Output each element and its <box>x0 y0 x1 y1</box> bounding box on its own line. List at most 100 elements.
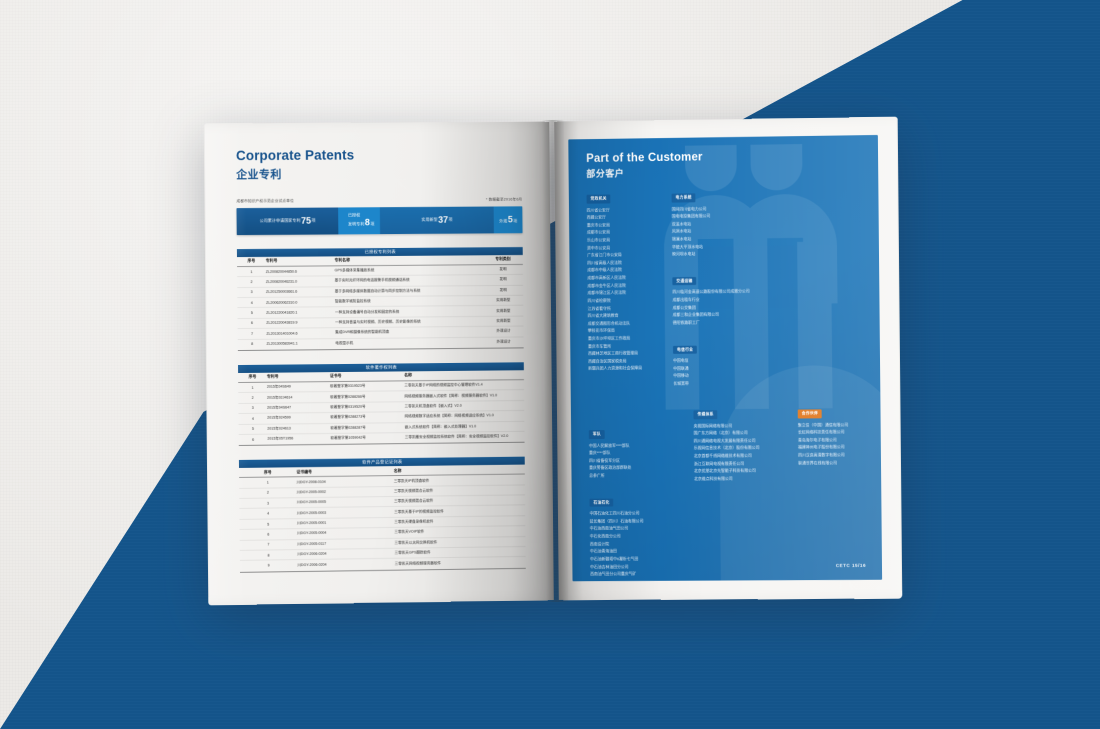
left-page-content: Corporate Patents 企业专利 成都市知识产权示范企业试点单位 *… <box>236 148 526 573</box>
table-cell: 软著登字第0319520号 <box>330 404 366 409</box>
table1-col-no: 序号 <box>247 258 256 264</box>
table-cell: 4 <box>251 416 254 421</box>
table-cell: 川DGY-2006-0204 <box>297 551 327 557</box>
table-cell: 软著登字第0288273号 <box>330 414 366 420</box>
table-cell: 8 <box>267 553 270 558</box>
table-cell: 三零凯天基于IP网络的视频监控中心管理软件V1.4 <box>404 382 483 388</box>
stat-utility-unit: 项 <box>448 217 453 223</box>
table-cell: 7 <box>251 331 254 336</box>
customer-list-item: 北京维点科技有限公司 <box>694 475 733 481</box>
right-page: Part of the Customer 部分客户 党政机关 四川省公安厅 西藏公安… <box>554 116 903 601</box>
customer-column-4: 传媒体系 央视国际网络有限公司 国广东方网络（北京）有限公司 四川通网络电视大发展有限… <box>693 402 803 494</box>
customer-list-item: 德阳铁路职工厂 <box>672 319 700 325</box>
stat-utility-value: 37 <box>438 215 449 226</box>
table-cell: 软著登字第0288287号 <box>330 425 366 430</box>
table-cell: 实用新型 <box>496 318 511 323</box>
note-left: 成都市知识产权示范企业试点单位 <box>236 198 294 203</box>
stat-total-value: 75 <box>300 215 312 227</box>
customer-list-item: 新疆兵团人力资源和社会保障局 <box>588 365 643 371</box>
table-cell: 外观设计 <box>496 328 511 334</box>
table-cell: ZL201301401004.6 <box>266 331 298 336</box>
table-cell: 2015年04S649 <box>266 384 291 389</box>
customer-column-1: 党政机关 四川省公安厅 西藏公安厅 重庆市公安局 成都市公安局 乐山市公安局 资中市公安局广… <box>586 186 667 384</box>
table-cell: 川DGY-2005-0005 <box>296 500 327 505</box>
table-cell: 三零凯天机顶盒软件【嵌入式】V2.0 <box>404 403 462 409</box>
table-cell: 发明 <box>499 287 507 292</box>
stat-utility-label: 实用新型 <box>421 217 438 223</box>
software-copyright-table: 软件著作权列表 序号 专利号 证书号 名称 1 2015年04S649 软著登字第0… <box>237 362 525 447</box>
table-cell: 发明 <box>499 267 507 272</box>
table-cell: 川DGY-2005-0117 <box>297 541 327 546</box>
customer-list-item: 西南油气田分公司重庆气矿 <box>590 571 637 577</box>
table2-col-name: 名称 <box>404 372 413 378</box>
table-cell: 6 <box>252 437 255 442</box>
note-right: * 数据截至2016年6月 <box>485 197 523 202</box>
customer-list-item: 总参广所 <box>589 472 605 478</box>
note-row: 成都市知识产权示范企业试点单位 * 数据截至2016年6月 <box>236 197 522 204</box>
table-cell: 基于多网络多媒体数据自动计算与同步控制方法与系统 <box>334 288 421 294</box>
table-cell: 软著登字第0319523号 <box>330 383 366 389</box>
customer-group: 合作伙伴 聚立信（中国）通信有限公司 长虹网络科技责任有限公司 青岛海尔电子有限公司福… <box>797 401 882 467</box>
customer-group-badge: 党政机关 <box>586 194 611 204</box>
table-cell: 2 <box>250 279 253 284</box>
table-cell: ZL200820044850.6 <box>265 269 297 274</box>
table-cell: 川DGY-2005-0001 <box>296 520 327 526</box>
table-cell: 基于实时光纤环网的电话报警手机视频通话系统 <box>334 278 410 283</box>
table-cell: 三零凯天视频混合云软件 <box>394 498 434 504</box>
table-cell: 外观设计 <box>496 339 511 344</box>
customer-group: 军队 中国人民解放军****部队 重庆****部队 四川省备役军分区 重庆警备区政治部群… <box>588 421 688 479</box>
stat-utility: 实用新型 37 项 <box>379 206 495 234</box>
page-footer-brand: CETC 15/16 <box>835 562 867 568</box>
table-cell: 6 <box>250 321 253 326</box>
table-cell: 一种支持设备编号自动分发和固定的系统 <box>335 309 400 314</box>
table1-col-title: 专利名称 <box>334 257 351 263</box>
customer-group-badge: 交通运输 <box>672 277 697 286</box>
stat-granted-unit: 项 <box>370 221 375 227</box>
table-cell: 智能数字城防监控系统 <box>334 299 371 304</box>
right-page-heading: Part of the Customer 部分客户 <box>586 151 703 179</box>
stat-granted: 已授权 发明专利 8 项 <box>338 207 381 235</box>
table-cell: 三零凯雁安全视频监控系统软件【简称：安全视频监控软件】V2.0 <box>404 434 509 440</box>
table-cell: 发明 <box>499 277 507 282</box>
table1-col-patentno: 专利号 <box>265 258 278 264</box>
stat-design-unit: 项 <box>513 218 518 224</box>
table-cell: ZL201250003661.6 <box>266 289 298 295</box>
table-cell: 嵌入式系统软件【简称：嵌入式处理器】V1.0 <box>404 424 477 429</box>
table-cell: 三零凯天硬盘录像机软件 <box>394 519 434 524</box>
table3-col-certno: 证书编号 <box>296 468 312 475</box>
table-cell: ZL200820046231.0 <box>265 279 298 284</box>
patent-stats-bar: 公司累计申请国家专利 75 项 已授权 发明专利 8 项 实用新型 37 项 外观 5 项 <box>236 206 523 235</box>
table-cell: 6 <box>267 532 270 537</box>
table-cell: 三零凯天IP机顶盒软件 <box>393 478 430 483</box>
customer-group: 石油石化 中国石油化工四川石油分公司 延长集团（四川）石油有限公司 中石油西南油气田公… <box>589 490 689 578</box>
stat-design-label: 外观 <box>499 218 508 224</box>
customer-group: 党政机关 四川省公安厅 西藏公安厅 重庆市公安局 成都市公安局 乐山市公安局 资中市公安局广… <box>586 186 667 373</box>
stat-design-value: 5 <box>507 214 513 225</box>
table-cell: 网络视频数字适应系统【简称：网络视频适应系统】V1.0 <box>404 413 494 419</box>
table-cell: GPS多媒体采集播放系统 <box>334 268 375 273</box>
table-cell: 川DGY-2005-0003 <box>296 510 327 515</box>
table2-body: 1 2015年04S649 软著登字第0319523号 三零凯天基于IP网络的视频监控… <box>238 380 525 444</box>
table-cell: ZL201220043819.9 <box>266 321 298 326</box>
table-cell: 4 <box>267 511 270 516</box>
table-cell: 一种支持音量与实时视频、历史视频、历史影像的系统 <box>335 319 421 325</box>
table-cell: 集成DVR和摄像系统的智能机顶盒 <box>335 330 390 335</box>
table-cell: ZL201220041820.1 <box>266 310 298 315</box>
table-cell: 1 <box>250 269 253 274</box>
customer-list-item: 映河坝水电站 <box>672 251 696 257</box>
table-cell: 5 <box>267 522 270 527</box>
customer-column-2: 电力系统 国网四川省电力公司 国电电投集团有限公司 双溪水电站 风洞水电站 锦澜水电站 华能… <box>671 184 772 398</box>
table-cell: 9 <box>267 563 270 568</box>
table-cell: 软著登字第1059042号 <box>330 435 366 441</box>
stat-total: 公司累计申请国家专利 75 项 <box>236 207 339 235</box>
table-cell: 2 <box>266 490 269 495</box>
table-cell: 三零凯天以太网交换机软件 <box>394 540 438 545</box>
table-cell: 1 <box>251 385 254 390</box>
customer-group-badge: 传媒体系 <box>693 410 718 419</box>
table-cell: 4 <box>250 300 253 305</box>
table-cell: 2015年04S647 <box>267 405 292 410</box>
table3-body: 1 川DGY-2008-0104 三零凯天IP机顶盒软件 2 川DGY-2005-000… <box>239 474 526 571</box>
customer-group-badge: 合作伙伴 <box>797 409 823 419</box>
customer-group: 传媒体系 央视国际网络有限公司 国广东方网络（北京）有限公司 四川通网络电视大发展有限… <box>693 402 803 483</box>
